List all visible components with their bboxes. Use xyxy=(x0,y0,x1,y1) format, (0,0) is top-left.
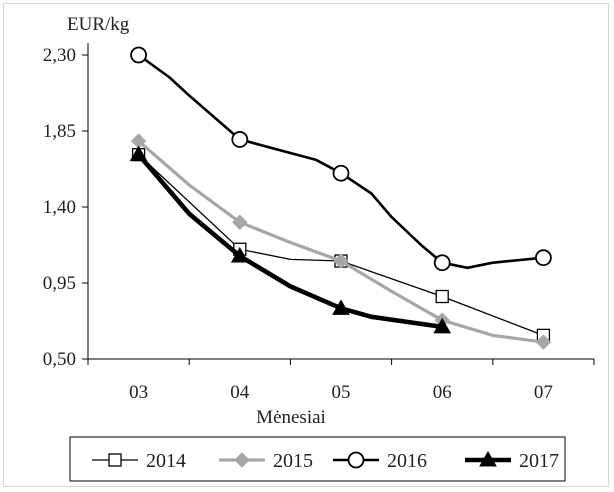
x-tick-label: 05 xyxy=(332,382,351,403)
x-tick-label: 07 xyxy=(534,382,553,403)
data-point-2017 xyxy=(433,317,452,334)
legend: 2014 2015 2016 2017 xyxy=(69,436,566,482)
legend-item-2016: 2016 xyxy=(333,450,427,472)
series-line-2016 xyxy=(137,53,545,270)
data-point-2016 xyxy=(130,46,148,64)
legend-item-2014: 2014 xyxy=(92,450,186,472)
legend-marker xyxy=(479,450,497,467)
legend-label: 2015 xyxy=(273,450,313,472)
legend-label: 2016 xyxy=(387,450,427,472)
y-tick-label: 1,85 xyxy=(43,121,76,142)
data-point-2017 xyxy=(129,145,148,162)
series-2017 xyxy=(129,145,452,334)
x-axis-label: Mėnesiai xyxy=(256,407,326,428)
legend-marker xyxy=(234,452,250,468)
data-point-2015 xyxy=(333,253,349,269)
data-point-2015 xyxy=(535,334,552,350)
legend-label: 2014 xyxy=(146,450,186,472)
x-tick-label: 04 xyxy=(230,382,250,403)
data-point-2014 xyxy=(435,289,449,304)
series-line-2014 xyxy=(137,153,545,337)
data-point-2016 xyxy=(231,131,249,148)
y-tick-label: 1,40 xyxy=(43,197,76,218)
axes: 2,30 1,85 1,40 0,95 0,50 03 04 05 06 07 xyxy=(43,43,595,403)
x-tick-label: 06 xyxy=(433,382,452,403)
legend-marker xyxy=(347,451,365,469)
chart-frame xyxy=(3,3,609,487)
legend-marker xyxy=(108,453,122,467)
y-tick-label: 0,95 xyxy=(43,273,76,294)
data-point-2015 xyxy=(232,214,248,230)
y-tick-label: 0,50 xyxy=(43,349,76,370)
y-axis-label: EUR/kg xyxy=(67,14,130,35)
legend-label: 2017 xyxy=(519,450,559,472)
data-point-2016 xyxy=(332,164,350,182)
plot-area xyxy=(129,46,552,350)
series-2015 xyxy=(130,133,552,350)
series-line-2017 xyxy=(136,152,445,330)
x-tick-label: 03 xyxy=(129,382,148,403)
legend-item-2017: 2017 xyxy=(465,450,559,472)
data-point-2016 xyxy=(535,249,552,267)
data-point-2017 xyxy=(230,246,249,263)
data-point-2017 xyxy=(332,299,350,315)
data-point-2016 xyxy=(433,254,451,272)
legend-item-2015: 2015 xyxy=(219,450,313,472)
y-tick-label: 2,30 xyxy=(43,45,76,66)
series-2016 xyxy=(130,46,552,272)
